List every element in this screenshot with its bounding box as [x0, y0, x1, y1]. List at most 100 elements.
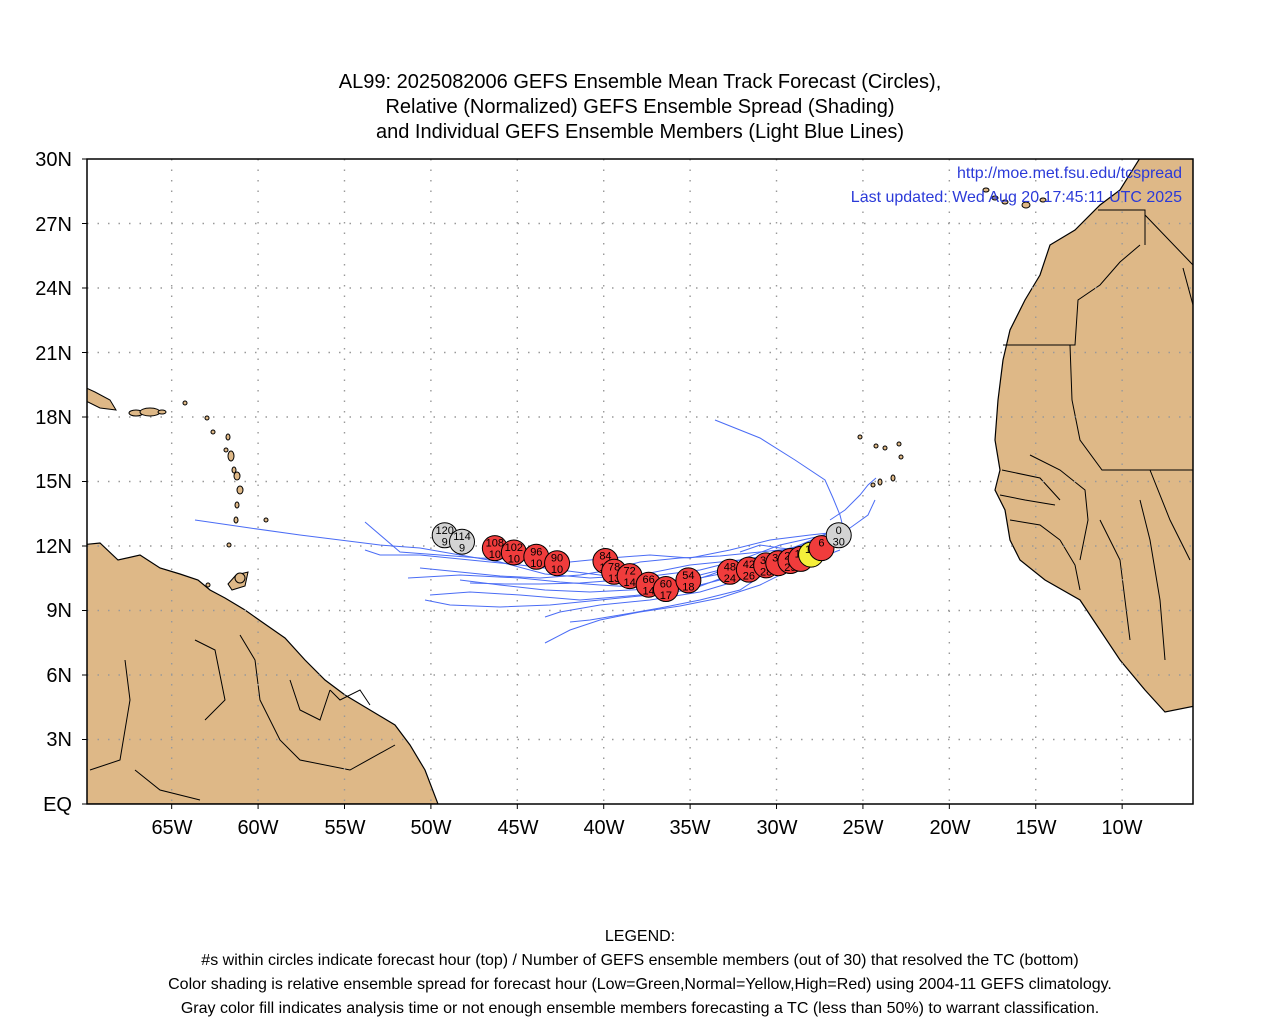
border-line [134, 769, 201, 801]
legend-line-3: Gray color fill indicates analysis time … [180, 1000, 1100, 1017]
border-line [1059, 539, 1081, 591]
land-masses [87, 159, 1193, 804]
forecast-hour-label: 6 [818, 538, 824, 550]
border-line [999, 494, 1056, 506]
forecast-hour-label: 108 [486, 538, 504, 550]
forecast-hour-label: 114 [453, 531, 471, 543]
border-line [239, 634, 396, 771]
chart-title: AL99: 2025082006 GEFS Ensemble Mean Trac… [0, 70, 1280, 145]
lon-label: 30W [756, 817, 798, 839]
island [182, 400, 188, 406]
island [234, 501, 240, 509]
member-count-label: 14 [643, 586, 655, 598]
island [210, 429, 216, 435]
island [877, 478, 883, 486]
island [226, 542, 232, 548]
credits: http://moe.met.fsu.edu/tcspread Last upd… [851, 162, 1182, 210]
island [236, 485, 244, 495]
track-circle [449, 528, 476, 555]
border-line [1001, 469, 1061, 501]
forecast-hour-label: 72 [624, 566, 636, 578]
island [991, 195, 999, 201]
island [233, 516, 239, 524]
forecast-hour-label: 84 [599, 551, 611, 563]
member-count-label: 10 [489, 549, 501, 561]
lat-label: 3N [46, 729, 72, 751]
island [231, 466, 237, 474]
south-america [87, 542, 439, 804]
lon-label: 60W [237, 817, 279, 839]
forecast-hour-label: 120 [436, 525, 454, 537]
forecast-hour-label: 66 [643, 574, 655, 586]
legend-line-1: #s within circles indicate forecast hour… [201, 952, 1079, 969]
border-line [194, 639, 226, 721]
member-count-label: 10 [551, 564, 563, 576]
island [223, 447, 229, 453]
border-line [1139, 499, 1166, 661]
island [204, 415, 210, 421]
island [233, 471, 241, 481]
border-line [1029, 454, 1089, 561]
mean-track-circles: 1209114910810102109610901084127813721466… [431, 522, 852, 602]
member-count-label: 10 [530, 558, 542, 570]
border-line [1182, 267, 1193, 306]
lon-label: 35W [669, 817, 711, 839]
source-url[interactable]: http://moe.met.fsu.edu/tcspread [956, 165, 1182, 182]
title-line-2: Relative (Normalized) GEFS Ensemble Spre… [385, 96, 895, 118]
member-track [829, 477, 877, 521]
lat-label: 30N [35, 149, 72, 171]
lon-label: 10W [1101, 817, 1143, 839]
forecast-hour-label: 42 [743, 559, 755, 571]
island [1021, 201, 1031, 209]
island [263, 517, 269, 523]
lat-label: 18N [35, 407, 72, 429]
member-count-label: 14 [624, 577, 636, 589]
island [898, 454, 904, 460]
island [227, 450, 235, 462]
last-updated: Last updated: Wed Aug 20 17:45:11 UTC 20… [850, 189, 1182, 206]
island [1039, 197, 1047, 203]
forecast-hour-label: 90 [551, 553, 563, 565]
border-line [1009, 519, 1061, 541]
legend: LEGEND: #s within circles indicate forec… [0, 925, 1280, 1021]
border-line [89, 659, 131, 771]
lat-label: 15N [35, 471, 72, 493]
axis-ticks [82, 158, 1123, 809]
lat-label: 27N [35, 214, 72, 236]
lat-label: 24N [35, 278, 72, 300]
island [873, 443, 879, 449]
island [896, 441, 902, 447]
lon-label: 40W [583, 817, 625, 839]
member-count-label: 10 [508, 553, 520, 565]
member-count-label: 17 [660, 590, 672, 602]
forecast-hour-label: 0 [836, 525, 842, 537]
island [234, 572, 246, 584]
island [205, 582, 211, 588]
member-count-label: 18 [682, 581, 694, 593]
border-line [1098, 209, 1146, 245]
border-line [1069, 344, 1193, 471]
track-circle [675, 567, 702, 594]
border-line [1144, 214, 1193, 266]
member-count-label: 9 [442, 536, 448, 548]
island [870, 482, 876, 488]
lon-label: 55W [324, 817, 366, 839]
forecast-hour-label: 60 [660, 579, 672, 591]
lat-label: 12N [35, 536, 72, 558]
island [1001, 199, 1009, 205]
island [157, 409, 167, 415]
island [139, 407, 161, 417]
forecast-hour-label: 54 [682, 570, 694, 582]
country-borders [89, 209, 1193, 801]
lat-label: 21N [35, 343, 72, 365]
track-circle [544, 550, 571, 577]
member-count-label: 24 [724, 573, 736, 585]
lon-label: 15W [1015, 817, 1057, 839]
border-line [289, 679, 331, 721]
